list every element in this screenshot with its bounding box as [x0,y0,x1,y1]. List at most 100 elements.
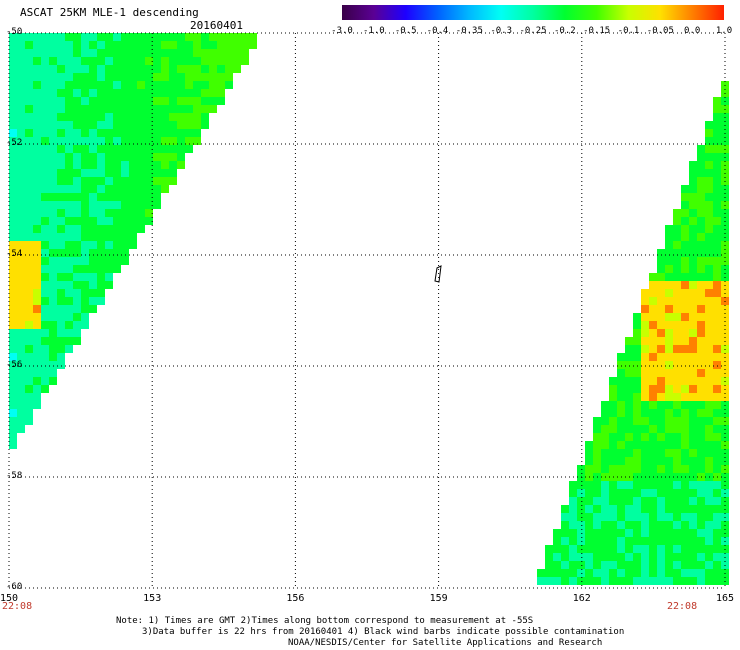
swath-cell [17,409,25,417]
swath-cell [657,321,665,329]
swath-cell [185,65,193,73]
swath-cell [641,553,649,561]
swath-cell [681,201,689,209]
swath-cell [585,489,593,497]
swath-cell [177,57,185,65]
swath-cell [713,257,721,265]
swath-cell [649,529,657,537]
swath-cell [673,537,681,545]
swath-cell [97,121,105,129]
swath-cell [105,201,113,209]
swath-cell [649,401,657,409]
swath-cell [33,281,41,289]
swath-cell [641,529,649,537]
swath-cell [705,305,713,313]
swath-cell [585,529,593,537]
swath-cell [617,401,625,409]
swath-cell [217,57,225,65]
swath-cell [705,401,713,409]
swath-cell [153,57,161,65]
swath-cell [17,209,25,217]
swath-cell [113,233,121,241]
swath-cell [65,321,73,329]
swath-cell [145,153,153,161]
swath-cell [209,65,217,73]
swath-cell [65,97,73,105]
swath-cell [601,425,609,433]
swath-cell [697,313,705,321]
swath-cell [633,465,641,473]
swath-cell [9,153,17,161]
swath-cell [665,409,673,417]
swath-cell [33,33,41,41]
swath-cell [657,393,665,401]
swath-cell [625,457,633,465]
swath-cell [673,529,681,537]
swath-cell [137,201,145,209]
swath-cell [593,441,601,449]
swath-cell [617,393,625,401]
swath-cell [33,145,41,153]
swath-cell [697,449,705,457]
swath-cell [17,137,25,145]
swath-cell [49,281,57,289]
swath-cell [17,201,25,209]
swath-cell [169,121,177,129]
swath-cell [625,545,633,553]
swath-cell [601,441,609,449]
swath-cell [689,377,697,385]
swath-cell [137,49,145,57]
swath-cell [689,521,697,529]
swath-cell [9,249,17,257]
swath-cell [137,89,145,97]
swath-cell [25,241,33,249]
swath-cell [609,537,617,545]
swath-cell [177,33,185,41]
swath-cell [681,529,689,537]
swath-cell [25,121,33,129]
swath-cell [121,81,129,89]
swath-cell [113,225,121,233]
swath-cell [25,377,33,385]
swath-cell [617,505,625,513]
swath-cell [161,129,169,137]
swath-cell [73,273,81,281]
swath-cell [569,529,577,537]
swath-cell [713,425,721,433]
swath-cell [697,569,705,577]
swath-cell [49,49,57,57]
swath-cell [49,177,57,185]
swath-cell [713,537,721,545]
swath-cell [41,337,49,345]
colorbar-label: -0.35 [455,26,483,36]
swath-cell [649,577,657,585]
swath-cell [681,209,689,217]
swath-cell [641,481,649,489]
swath-cell [689,497,697,505]
swath-cell [177,97,185,105]
swath-cell [713,433,721,441]
swath-cell [25,305,33,313]
swath-cell [177,81,185,89]
swath-cell [169,137,177,145]
swath-cell [641,337,649,345]
swath-cell [601,577,609,585]
swath-cell [97,233,105,241]
swath-cell [41,169,49,177]
swath-cell [49,225,57,233]
swath-cell [9,369,17,377]
swath-cell [585,577,593,585]
swath-cell [25,185,33,193]
swath-cell [33,305,41,313]
swath-cell [697,257,705,265]
swath-cell [225,33,233,41]
swath-cell [113,129,121,137]
swath-cell [169,177,177,185]
swath-cell [569,545,577,553]
swath-cell [145,177,153,185]
swath-cell [41,113,49,121]
swath-cell [185,129,193,137]
swath-cell [697,185,705,193]
swath-cell [649,321,657,329]
swath-cell [217,81,225,89]
